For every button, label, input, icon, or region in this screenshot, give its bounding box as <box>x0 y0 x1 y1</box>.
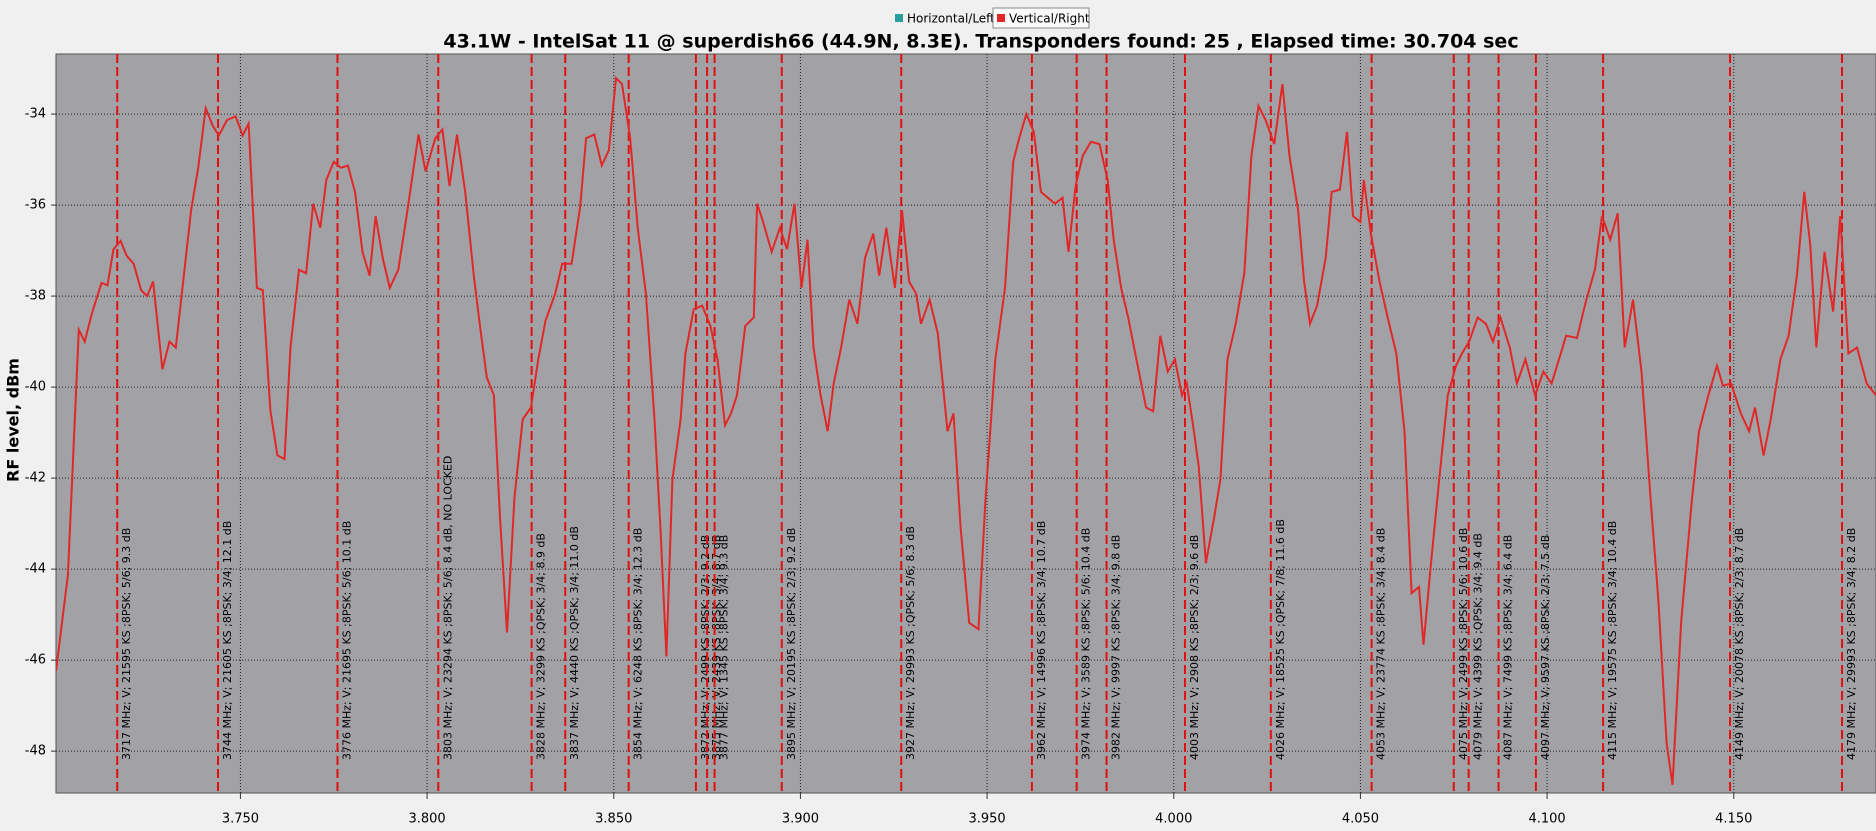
x-tick-label: 3.850 <box>595 812 632 827</box>
transponder-label: 3854 MHz; V; 6248 KS ;8PSK; 3/4; 12.3 dB <box>632 528 645 760</box>
legend-item[interactable]: Horizontal/Left <box>895 12 995 26</box>
transponder-label: 3974 MHz; V; 3589 KS ;8PSK; 5/6; 10.4 dB <box>1080 528 1093 760</box>
x-tick-label: 4.100 <box>1528 812 1565 827</box>
axes: -34 -36 -38 -40 -42 -44 -46 -48 3.750 3.800 3.850 3… <box>25 107 1753 827</box>
transponder-label: 3877 MHz; V; 1345 KS ;8PSK; 3/4; 9.3 dB <box>718 535 731 760</box>
transponder-label: 4053 MHz; V; 23774 KS ;8PSK; 3/4; 8.4 dB <box>1375 528 1388 760</box>
transponder-label: 3962 MHz; V; 14996 KS ;8PSK; 3/4; 10.7 d… <box>1035 521 1048 760</box>
transponder-label: 3803 MHz; V; 23294 KS ;8PSK; 5/6; 8.4 dB… <box>441 456 454 760</box>
x-tick-label: 4.050 <box>1342 812 1379 827</box>
transponder-label: 4115 MHz; V; 19575 KS ;8PSK; 3/4; 10.4 d… <box>1606 521 1619 760</box>
transponder-label: 4003 MHz; V; 2908 KS ;8PSK; 2/3; 9.6 dB <box>1188 535 1201 760</box>
grid <box>56 54 1876 793</box>
transponder-label: 3744 MHz; V; 21605 KS ;8PSK; 3/4; 12.1 d… <box>221 521 234 760</box>
transponder-label: 3776 MHz; V; 21695 KS ;8PSK; 5/6; 10.1 d… <box>341 521 354 760</box>
plot-marks: 3717 MHz; V; 21595 KS ;8PSK; 5/6; 9.3 dB… <box>56 54 1876 793</box>
x-tick-label: 3.750 <box>222 812 259 827</box>
y-tick-label: -42 <box>25 471 46 486</box>
transponder-label: 4026 MHz; V; 18525 KS ;QPSK; 7/8; 11.6 d… <box>1274 519 1287 760</box>
transponder-label: 3927 MHz; V; 29993 KS ;QPSK; 5/6; 8.3 dB <box>904 526 917 760</box>
transponder-label: 3828 MHz; V; 3299 KS ;QPSK; 3/4; 8.9 dB <box>535 533 548 760</box>
x-tick-label: 4.150 <box>1715 812 1752 827</box>
transponder-label: 4079 MHz; V; 4399 KS ;QPSK; 3/4; 9.4 dB <box>1472 533 1485 760</box>
legend-frame <box>992 7 1090 29</box>
y-tick-label: -46 <box>25 653 46 668</box>
y-tick-label: -40 <box>25 380 46 395</box>
series-line <box>56 75 1876 785</box>
transponder-label: 3875 MHz; V; 2439 KS ;8PSK; 3/4; 8.7 dB <box>710 535 723 760</box>
transponder-label: 3895 MHz; V; 20195 KS ;8PSK; 2/3; 9.2 dB <box>785 528 798 760</box>
y-tick-label: -38 <box>25 289 46 304</box>
y-tick-label: -36 <box>25 198 46 213</box>
x-tick-label: 3.800 <box>408 812 445 827</box>
transponder-label: 3717 MHz; V; 21595 KS ;8PSK; 5/6; 9.3 dB <box>120 528 133 760</box>
legend-label: Vertical/Right <box>1009 12 1090 26</box>
legend-label: Horizontal/Left <box>907 12 995 26</box>
transponder-label: 3837 MHz; V; 4440 KS ;QPSK; 3/4; 11.0 dB <box>568 526 581 760</box>
transponder-label: 4087 MHz; V; 7499 KS ;8PSK; 3/4; 6.4 dB <box>1502 535 1515 760</box>
x-tick-label: 3.950 <box>968 812 1005 827</box>
transponder-label: 4149 MHz; V; 20078 KS ;8PSK; 2/3; 8.7 dB <box>1733 528 1746 760</box>
transponder-label: 3872 MHz; V; 2499 KS ;8PSK; 2/3; 9.2 dB <box>699 535 712 760</box>
transponder-label: 3982 MHz; V; 9997 KS ;8PSK; 3/4; 9.8 dB <box>1110 535 1123 760</box>
transponder-label: 4075 MHz; V; 2499 KS ;8PSK; 5/6; 10.6 dB <box>1457 528 1470 760</box>
legend: Horizontal/Left Vertical/Right <box>895 7 1090 29</box>
x-tick-label: 3.900 <box>782 812 819 827</box>
plot-area <box>55 53 1876 794</box>
y-tick-label: -48 <box>25 744 46 759</box>
legend-swatch <box>997 14 1005 22</box>
y-tick-label: -44 <box>25 562 46 577</box>
legend-item[interactable]: Vertical/Right <box>992 7 1090 29</box>
y-tick-label: -34 <box>25 107 46 122</box>
y-axis-label: RF level, dBm <box>4 358 23 482</box>
transponder-label: 4097 MHz; V; 9597 KS ;8PSK; 2/3; 7.5 dB <box>1539 535 1552 760</box>
chart-title: 43.1W - IntelSat 11 @ superdish66 (44.9N… <box>443 31 1518 53</box>
legend-swatch <box>895 14 903 22</box>
x-tick-label: 4.000 <box>1155 812 1192 827</box>
transponder-label: 4179 MHz; V; 29993 KS ;8PSK; 3/4; 8.2 dB <box>1845 528 1858 760</box>
